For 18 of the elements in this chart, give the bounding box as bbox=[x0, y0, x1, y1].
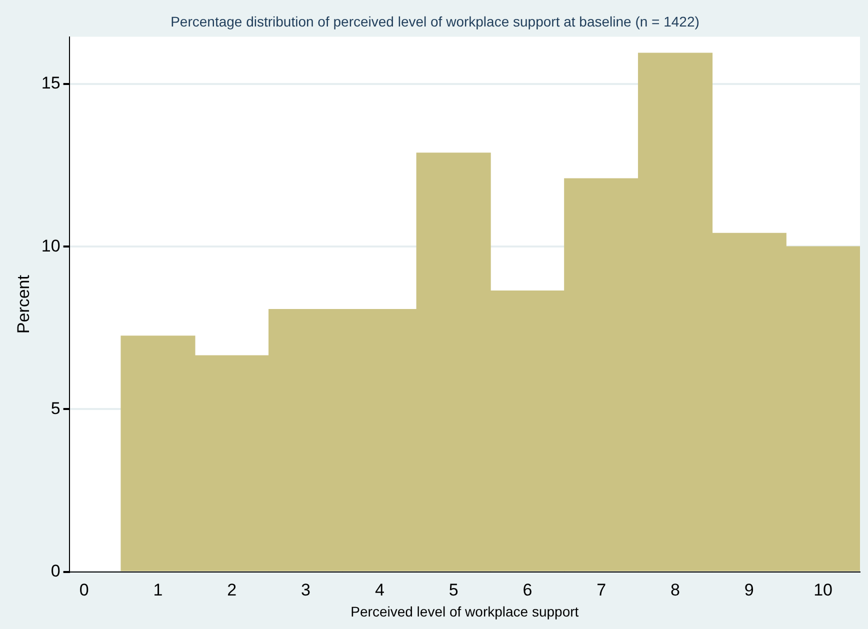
x-tick-label: 8 bbox=[670, 580, 680, 600]
chart-title: Percentage distribution of perceived level of workplace support at baseline (n = 1422) bbox=[170, 13, 700, 30]
y-tick-label: 10 bbox=[41, 236, 60, 256]
y-axis-title: Percent bbox=[14, 274, 33, 334]
x-axis-title: Perceived level of workplace support bbox=[350, 603, 579, 620]
x-tick-label: 2 bbox=[227, 580, 237, 600]
x-tick-label: 5 bbox=[448, 580, 458, 600]
x-tick-label: 6 bbox=[522, 580, 532, 600]
y-tick-label: 0 bbox=[50, 561, 60, 580]
x-tick-label: 1 bbox=[153, 580, 163, 600]
x-tick-label: 10 bbox=[814, 580, 833, 600]
y-tick-label: 15 bbox=[41, 74, 60, 93]
x-tick-label: 3 bbox=[301, 580, 311, 600]
x-tick-label: 9 bbox=[744, 580, 754, 600]
x-tick-label: 4 bbox=[374, 580, 384, 600]
x-tick-label: 0 bbox=[79, 580, 89, 600]
x-tick-label: 7 bbox=[596, 580, 606, 600]
y-tick-label: 5 bbox=[50, 398, 60, 418]
